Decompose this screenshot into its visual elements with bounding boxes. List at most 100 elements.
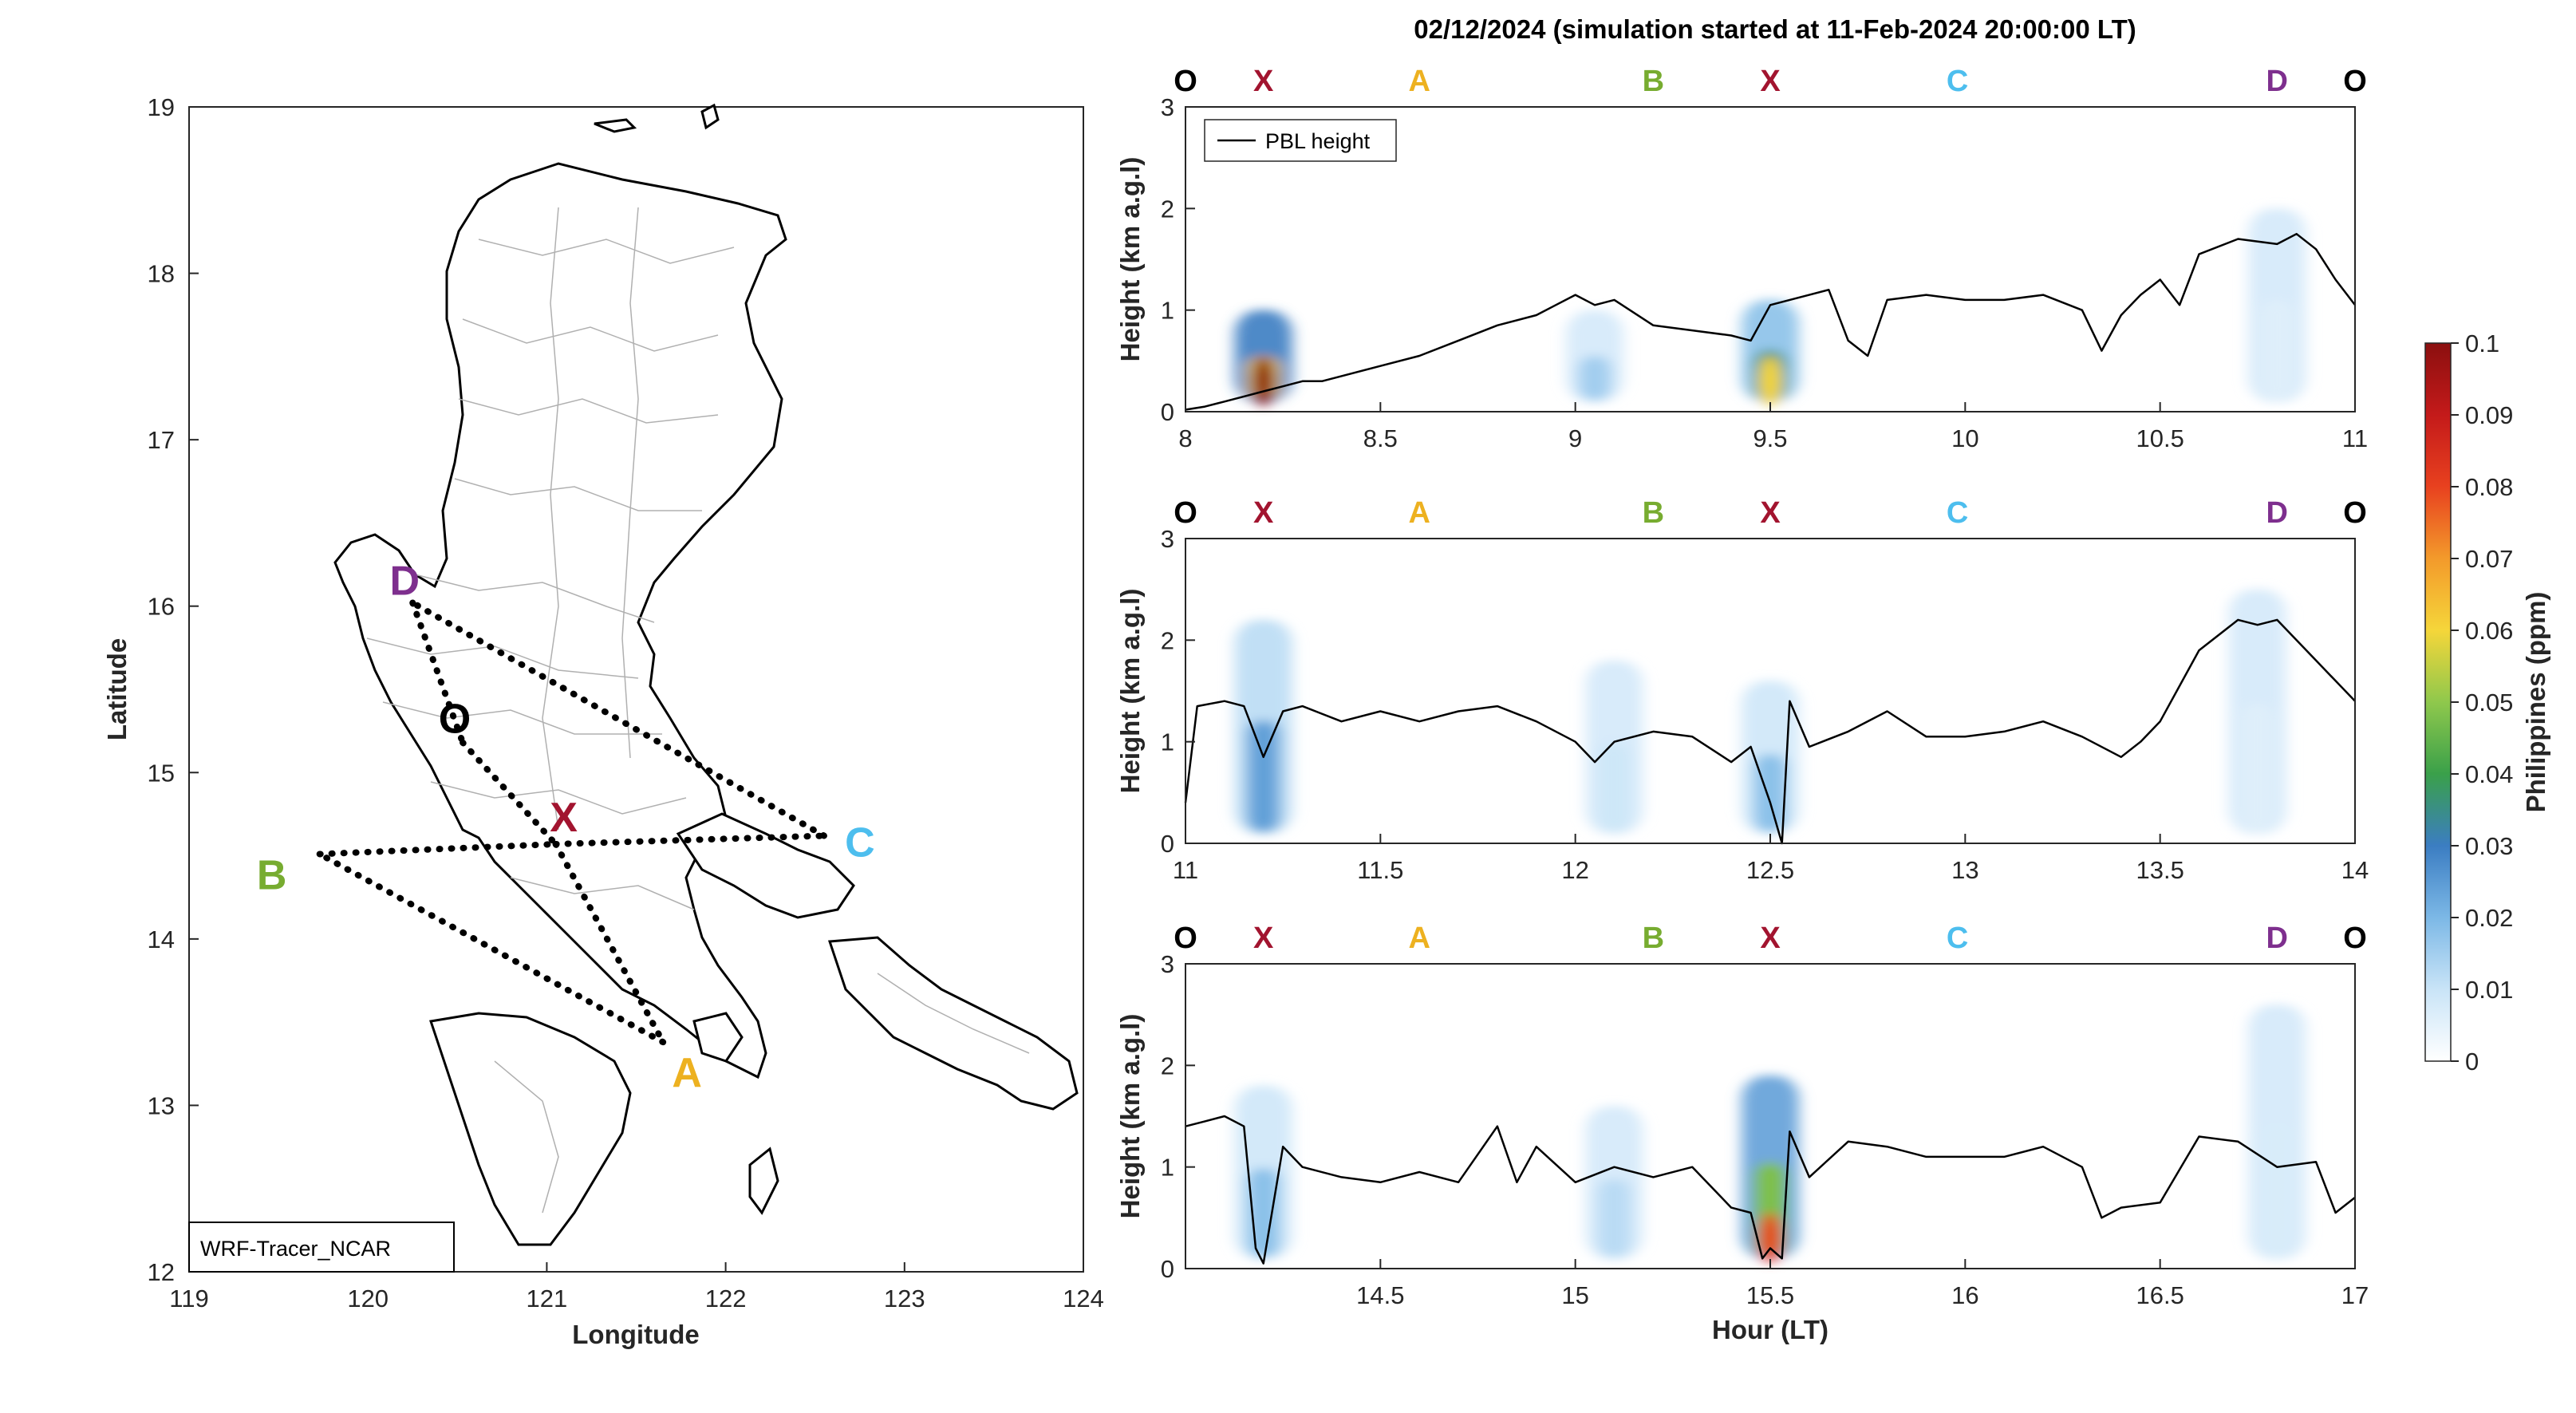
tracer-plumes [1234, 589, 2286, 834]
colorbar-ticks: 0 0.01 0.02 0.03 0.04 0.05 0.06 0.07 0.08 0.09 0.1 [2451, 330, 2513, 1076]
map-y-tick-label: 17 [148, 426, 175, 454]
route-marker-D: D [2266, 496, 2288, 530]
route-segment [316, 840, 559, 858]
map-point-B: B [257, 852, 287, 898]
x-tick-label: 16 [1951, 1281, 1978, 1309]
map-x-tick-label: 124 [1063, 1285, 1104, 1312]
x-tick-label: 12 [1561, 856, 1588, 884]
map-x-tick-label: 121 [527, 1285, 568, 1312]
map-x-ticks: 119 120 121 122 123 124 [169, 1262, 1104, 1312]
route-segment [316, 851, 667, 1046]
x-tick-label: 16.5 [2136, 1281, 2183, 1309]
y-tick-label: 0 [1161, 1255, 1174, 1283]
colorbar: 0 0.01 0.02 0.03 0.04 0.05 0.06 0.07 0.08 0.09 0.1… [2424, 330, 2550, 1076]
y-tick-label: 0 [1161, 830, 1174, 858]
y-tick-label: 3 [1161, 950, 1174, 978]
x-tick-label: 14.5 [1356, 1281, 1404, 1309]
map-y-ticks: 12 13 14 15 16 17 18 19 [148, 93, 199, 1286]
panel-3: 14.5 15 15.5 16 16.5 17 0 1 2 3 Height (km a.g.l) H… [1115, 922, 2369, 1344]
route-segment [552, 840, 667, 1046]
x-tick-label: 12.5 [1746, 856, 1794, 884]
route-marker-D: D [2266, 922, 2288, 955]
x-tick-label: 17 [2341, 1281, 2369, 1309]
tracer-plume-peak [1759, 355, 1781, 407]
route-segment [460, 739, 559, 847]
colorbar-tick-label: 0.07 [2465, 545, 2513, 573]
y-tick-label: 2 [1161, 195, 1174, 223]
y-axis-label: Height (km a.g.l) [1115, 157, 1145, 362]
route-marker-O: O [2343, 496, 2367, 530]
model-badge-box [188, 1222, 455, 1273]
tracer-plume-core [2241, 703, 2274, 832]
y-tick-label: 3 [1161, 93, 1174, 121]
route-segment [552, 832, 827, 847]
tracer-plume-core [1598, 1178, 1631, 1257]
tracer-plume-core [2261, 299, 2294, 401]
route-marker-B: B [1643, 922, 1664, 955]
tracer-plume-core [1598, 742, 1631, 832]
y-tick-label: 1 [1161, 297, 1174, 325]
route-segment [409, 599, 467, 746]
map-y-tick-label: 16 [148, 593, 175, 621]
map-x-tick-label: 119 [169, 1285, 208, 1312]
tracer-plume-core [1247, 720, 1280, 832]
route-marker-C: C [1947, 65, 1968, 98]
x-tick-label: 14 [2341, 856, 2369, 884]
colorbar-label: Philippines (ppm) [2521, 592, 2550, 813]
tracer-plume-core [2261, 1123, 2294, 1257]
luzon-landmass [333, 103, 1079, 1246]
route-marker-B: B [1643, 496, 1664, 530]
map-point-D: D [389, 558, 420, 605]
map-y-tick-label: 13 [148, 1091, 175, 1119]
figure-title: 02/12/2024 (simulation started at 11-Feb… [1414, 14, 2136, 44]
model-badge: WRF-Tracer_NCAR [200, 1237, 391, 1261]
route-marker-O: O [1174, 496, 1197, 530]
pbl-height-line [1185, 1115, 2356, 1265]
route-marker-X: X [1760, 65, 1781, 98]
map-points: D O X C B A [257, 558, 875, 1097]
y-tick-label: 1 [1161, 728, 1174, 756]
route-marker-O: O [2343, 65, 2367, 98]
colorbar-tick-label: 0.1 [2465, 330, 2499, 357]
route-marker-X: X [1253, 922, 1274, 955]
x-tick-label: 11 [2342, 424, 2368, 452]
route-marker-X: X [1760, 922, 1781, 955]
map-y-tick-label: 15 [148, 759, 175, 787]
x-tick-label: 13.5 [2136, 856, 2183, 884]
x-tick-label: 10.5 [2136, 424, 2183, 452]
colorbar-tick-label: 0.02 [2465, 904, 2513, 932]
map-xlabel: Longitude [572, 1320, 699, 1349]
route-marker-X: X [1760, 496, 1781, 530]
route-marker-A: A [1408, 922, 1430, 955]
x-tick-label: 10 [1951, 424, 1978, 452]
route-marker-A: A [1408, 496, 1430, 530]
panel-1: 8 8.5 9 9.5 10 10.5 11 0 1 2 3 Height (km a.g.l) O X A… [1115, 65, 2368, 452]
y-axis-label: Height (km a.g.l) [1115, 1014, 1145, 1219]
route-marker-O: O [2343, 922, 2367, 955]
tracer-plumes [1234, 208, 2306, 407]
x-tick-label: 15 [1561, 1281, 1588, 1309]
route-marker-C: C [1947, 922, 1968, 955]
y-axis-label: Height (km a.g.l) [1115, 589, 1145, 794]
tracer-plume-peak [1759, 1212, 1781, 1264]
colorbar-tick-label: 0.08 [2465, 473, 2513, 501]
y-tick-label: 0 [1161, 398, 1174, 426]
colorbar-tick-label: 0.04 [2465, 760, 2513, 788]
map-point-C: C [845, 820, 875, 866]
map-x-tick-label: 122 [705, 1285, 747, 1312]
pbl-height-line [1185, 232, 2356, 411]
route-marker-D: D [2266, 65, 2288, 98]
x-tick-label: 9 [1568, 424, 1582, 452]
map-panel: D O X C B A 119 120 121 122 123 124 12 13 14 15 16 17 18… [102, 93, 1104, 1349]
x-tick-label: 9.5 [1753, 424, 1787, 452]
admin-boundaries [366, 207, 1030, 1214]
route-marker-C: C [1947, 496, 1968, 530]
x-axis-label: Hour (LT) [1712, 1315, 1828, 1344]
tracer-plume-core [1579, 355, 1611, 401]
colorbar-scale [2424, 342, 2452, 1062]
map-point-X: X [550, 795, 578, 841]
map-point-A: A [672, 1050, 702, 1096]
colorbar-tick-label: 0.06 [2465, 617, 2513, 645]
